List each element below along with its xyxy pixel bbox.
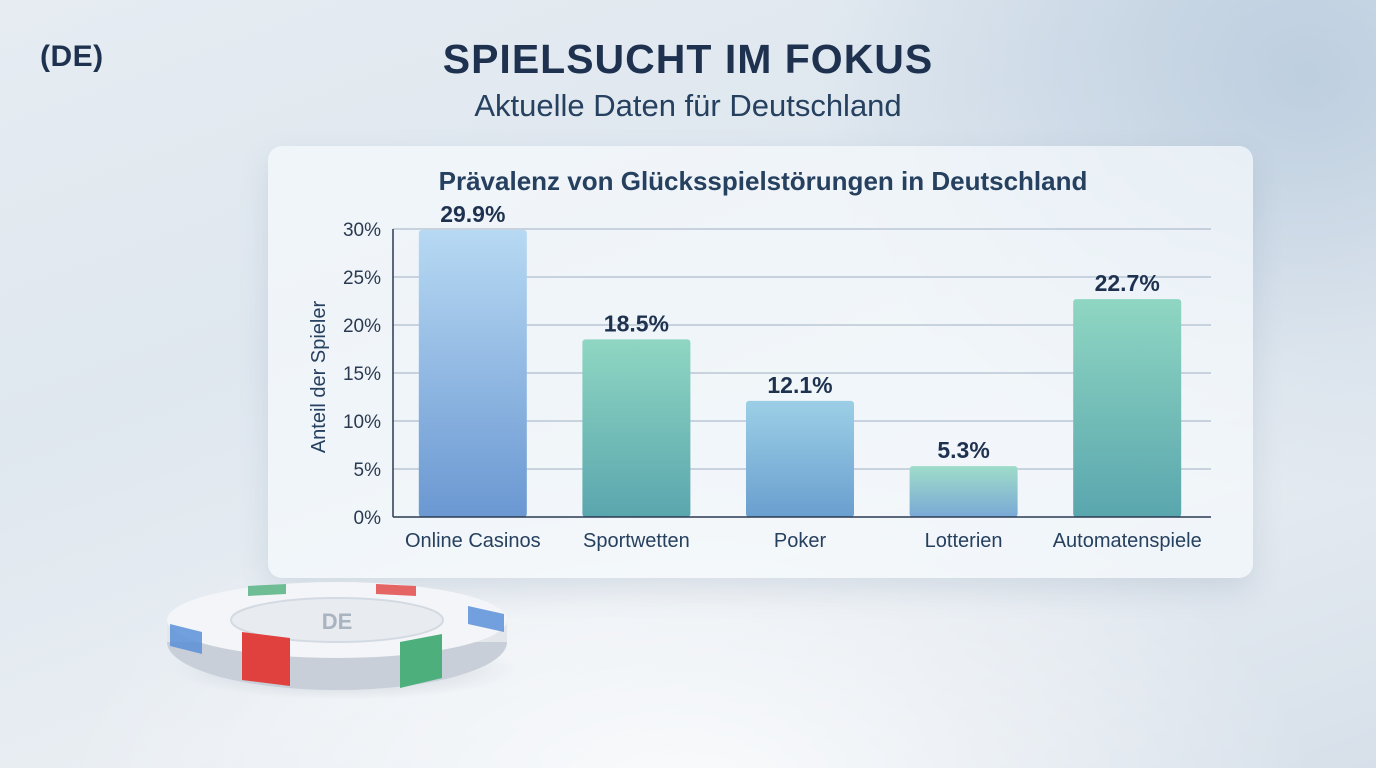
x-tick-label: Automatenspiele: [1053, 530, 1202, 552]
bar: [746, 400, 854, 517]
bar-value-label: 5.3%: [937, 437, 989, 463]
y-tick-label: 10%: [343, 412, 381, 433]
y-tick-label: 30%: [343, 220, 381, 241]
bar: [582, 339, 691, 517]
bar: [1073, 299, 1182, 517]
bar: [418, 229, 527, 517]
bar-value-label: 22.7%: [1095, 270, 1160, 296]
bar-value-label: 18.5%: [604, 310, 669, 336]
y-tick-label: 25%: [343, 268, 381, 289]
y-tick-label: 15%: [343, 364, 381, 385]
chart-title: Prävalenz von Glücksspielstörungen in De…: [439, 166, 1088, 196]
y-axis-label: Anteil der Spieler: [308, 301, 330, 454]
bar-value-label: 29.9%: [440, 201, 505, 227]
y-tick-label: 0%: [354, 508, 382, 529]
x-tick-label: Poker: [774, 530, 827, 552]
bar-chart: Prävalenz von Glücksspielstörungen in De…: [308, 166, 1211, 552]
x-tick-label: Sportwetten: [583, 530, 690, 552]
chip-label: DE: [322, 609, 353, 634]
bar-value-label: 12.1%: [767, 372, 832, 398]
bar: [909, 466, 1018, 517]
country-tag: (DE): [40, 40, 104, 73]
x-tick-label: Online Casinos: [405, 530, 541, 552]
poker-chip: DE: [167, 582, 507, 690]
page-subtitle: Aktuelle Daten für Deutschland: [474, 88, 902, 123]
y-tick-label: 20%: [343, 316, 381, 337]
x-tick-label: Lotterien: [925, 530, 1003, 552]
y-tick-label: 5%: [354, 460, 382, 481]
page-title: SPIELSUCHT IM FOKUS: [442, 36, 934, 82]
